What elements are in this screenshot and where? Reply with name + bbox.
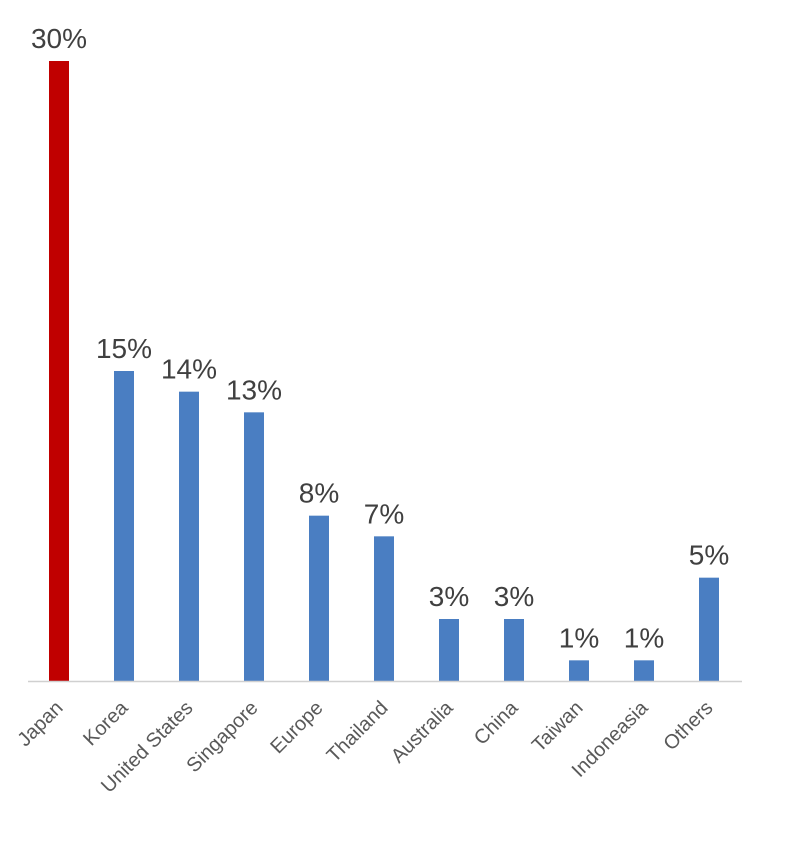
tick-label-singapore: Singapore bbox=[182, 697, 262, 777]
value-label-japan: 30% bbox=[31, 23, 87, 54]
value-label-taiwan: 1% bbox=[559, 622, 599, 653]
tick-label-korea: Korea bbox=[79, 696, 133, 750]
tick-label-europe: Europe bbox=[266, 697, 327, 758]
bar-singapore bbox=[244, 412, 264, 681]
bar-taiwan bbox=[569, 660, 589, 681]
bar-indoneasia bbox=[634, 660, 654, 681]
value-label-europe: 8% bbox=[299, 478, 339, 509]
tick-label-japan: Japan bbox=[13, 697, 67, 751]
bar-china bbox=[504, 619, 524, 681]
value-label-united-states: 14% bbox=[161, 354, 217, 385]
value-label-singapore: 13% bbox=[226, 374, 282, 405]
tick-label-thailand: Thailand bbox=[323, 697, 393, 767]
bar-united-states bbox=[179, 391, 199, 681]
value-label-china: 3% bbox=[494, 581, 534, 612]
bar-australia bbox=[439, 619, 459, 681]
tick-label-taiwan: Taiwan bbox=[528, 697, 588, 757]
bars-group bbox=[49, 61, 719, 681]
bar-others bbox=[699, 577, 719, 681]
bar-japan bbox=[49, 61, 69, 681]
value-label-thailand: 7% bbox=[364, 498, 404, 529]
tick-label-australia: Australia bbox=[387, 696, 458, 767]
value-label-australia: 3% bbox=[429, 581, 469, 612]
value-label-korea: 15% bbox=[96, 333, 152, 364]
bar-korea bbox=[114, 371, 134, 681]
bar-thailand bbox=[374, 536, 394, 681]
value-label-indoneasia: 1% bbox=[624, 622, 664, 653]
bar-europe bbox=[309, 515, 329, 681]
tick-label-others: Others bbox=[660, 697, 718, 755]
value-labels-group: 30% 15% 14% 13% 8% 7% 3% 3% 1% 1% 5% bbox=[31, 23, 729, 653]
tick-label-china: China bbox=[470, 696, 523, 749]
value-label-others: 5% bbox=[689, 540, 729, 571]
